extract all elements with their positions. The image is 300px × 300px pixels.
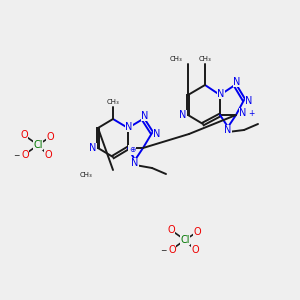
Text: N: N xyxy=(179,110,187,120)
Text: +: + xyxy=(248,109,254,118)
Text: N: N xyxy=(153,129,161,139)
Text: CH₃: CH₃ xyxy=(106,99,119,105)
Text: O: O xyxy=(168,245,176,255)
Text: O: O xyxy=(44,150,52,160)
Text: CH₃: CH₃ xyxy=(169,56,182,62)
Text: N: N xyxy=(217,89,225,99)
Text: O: O xyxy=(46,132,54,142)
Text: Cl: Cl xyxy=(180,235,190,245)
Text: O: O xyxy=(191,245,199,255)
Text: N: N xyxy=(239,108,247,118)
Text: O: O xyxy=(21,150,29,160)
Text: O: O xyxy=(193,227,201,237)
Text: O: O xyxy=(20,130,28,140)
Text: N: N xyxy=(125,122,133,132)
Text: −: − xyxy=(13,152,19,160)
Text: N: N xyxy=(224,125,232,135)
Text: −: − xyxy=(160,247,166,256)
Text: N: N xyxy=(233,77,241,87)
Text: ⊕: ⊕ xyxy=(129,146,135,154)
Text: N: N xyxy=(141,111,149,121)
Text: O: O xyxy=(167,225,175,235)
Text: N: N xyxy=(245,96,253,106)
Text: N: N xyxy=(89,143,97,153)
Text: CH₃: CH₃ xyxy=(199,56,212,62)
Text: Cl: Cl xyxy=(33,140,43,150)
Text: CH₃: CH₃ xyxy=(80,172,92,178)
Text: N: N xyxy=(131,158,139,168)
